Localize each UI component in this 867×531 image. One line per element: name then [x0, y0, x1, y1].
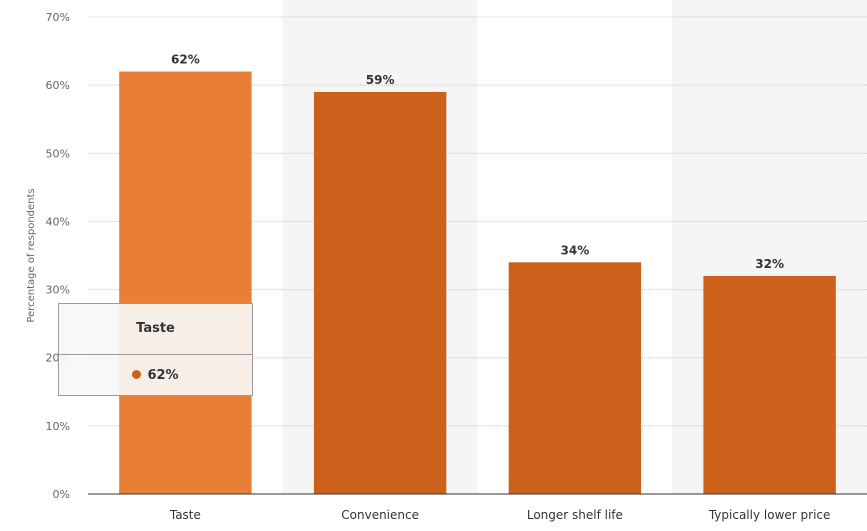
- tooltip-title: Taste: [59, 304, 252, 355]
- y-tick-label: 0%: [53, 488, 70, 501]
- y-tick-label: 70%: [46, 11, 70, 24]
- data-label: 62%: [171, 53, 200, 67]
- x-axis-labels: Taste Convenience Longer shelf life Typical…: [169, 508, 831, 522]
- data-label: 59%: [366, 73, 395, 87]
- y-tick-label: 30%: [46, 284, 70, 297]
- bar[interactable]: [703, 275, 836, 494]
- y-tick-label: 40%: [46, 215, 70, 228]
- data-labels: 62% 59% 34% 32%: [171, 53, 784, 271]
- series-dot-icon: [132, 370, 142, 379]
- y-axis-ticks: 0%10%20%30%40%50%60%70%: [46, 11, 70, 501]
- y-axis-title: Percentage of respondents: [26, 188, 37, 322]
- bar[interactable]: [508, 262, 642, 494]
- data-label: 34%: [561, 243, 590, 257]
- x-tick-label: Typically lower price: [708, 508, 831, 522]
- bar[interactable]: [313, 91, 447, 494]
- y-tick-label: 60%: [46, 79, 70, 92]
- tooltip-value-row: 62%: [59, 355, 252, 397]
- x-tick-label: Longer shelf life: [527, 508, 623, 522]
- data-label: 32%: [755, 257, 784, 271]
- y-tick-label: 50%: [46, 147, 70, 160]
- x-tick-label: Taste: [169, 508, 201, 522]
- y-tick-label: 10%: [46, 420, 70, 433]
- tooltip: Taste 62%: [58, 303, 253, 396]
- x-tick-label: Convenience: [341, 508, 419, 522]
- bars: [119, 71, 836, 494]
- tooltip-value: 62%: [147, 368, 179, 383]
- bar[interactable]: [119, 71, 252, 494]
